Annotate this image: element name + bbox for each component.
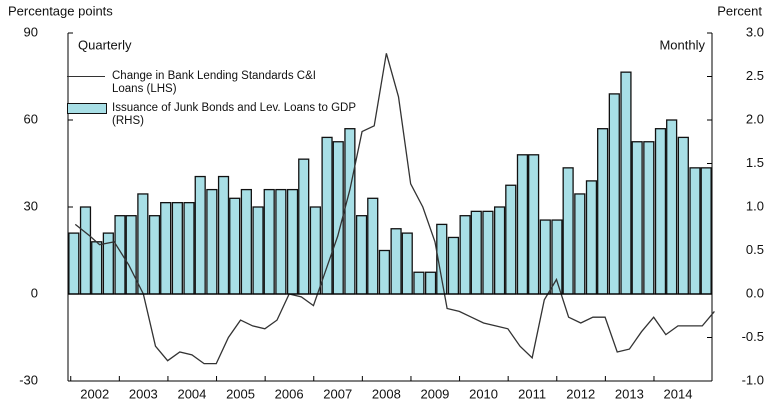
y2-tick-label: 2.0 — [746, 111, 764, 126]
bar — [183, 201, 195, 295]
bar — [91, 241, 103, 295]
x-tick-label: 2006 — [275, 386, 304, 401]
x-tick-label: 2009 — [420, 386, 449, 401]
bar — [79, 206, 92, 295]
legend-entry: Issuance of Junk Bonds and Lev. Loans to… — [67, 102, 362, 128]
y2-tick-label: 1.5 — [746, 155, 764, 170]
bar — [275, 188, 287, 295]
legend-label: Change in Bank Lending Standards C&I Loa… — [112, 70, 316, 95]
y2-axis-label: Percent — [717, 3, 762, 18]
bar — [252, 206, 264, 295]
bar — [447, 236, 460, 295]
y2-tick-label: 1.0 — [746, 198, 764, 213]
bar — [505, 184, 517, 295]
x-tick-label: 2004 — [177, 386, 206, 401]
x-tick-label: 2008 — [372, 386, 401, 401]
bar — [160, 201, 172, 295]
y-tick-label: 60 — [24, 111, 38, 126]
bar — [217, 175, 230, 295]
x-tick-label: 2011 — [518, 386, 546, 401]
annotation: Monthly — [659, 37, 705, 52]
bar — [539, 219, 551, 295]
bar — [344, 128, 356, 295]
y2-tick-label: 3.0 — [746, 24, 764, 39]
bar — [700, 167, 712, 295]
bar — [137, 193, 149, 295]
bar — [493, 206, 506, 295]
bar — [597, 128, 609, 295]
bar — [367, 197, 379, 295]
bar — [355, 215, 368, 295]
y2-tick-label: 0.0 — [746, 285, 764, 300]
bar — [585, 180, 598, 295]
bar — [309, 206, 322, 295]
legend-label: Issuance of Junk Bonds and Lev. Loans to… — [112, 102, 356, 127]
bar — [321, 136, 333, 295]
bar — [378, 249, 391, 295]
bar — [459, 215, 471, 295]
bar — [470, 210, 482, 295]
y2-tick-label: -1.0 — [742, 372, 764, 387]
bar — [125, 215, 137, 295]
bar — [286, 188, 299, 295]
bar — [401, 232, 413, 295]
bar — [689, 167, 701, 295]
bar — [240, 188, 252, 295]
bar — [562, 167, 574, 295]
bar — [528, 154, 540, 295]
bar — [114, 215, 126, 295]
bar — [298, 158, 310, 295]
x-tick-label: 2002 — [80, 386, 109, 401]
line — [74, 53, 715, 365]
bar — [206, 188, 218, 295]
x-tick-label: 2007 — [323, 386, 352, 401]
bar — [194, 175, 206, 295]
bar — [332, 141, 344, 295]
x-tick-label: 2003 — [129, 386, 158, 401]
y-tick-label: 30 — [24, 198, 38, 213]
bar — [654, 128, 667, 295]
y2-tick-label: -0.5 — [742, 329, 764, 344]
y-tick-label: 0 — [31, 285, 38, 300]
bar — [171, 201, 183, 295]
legend-entry: Change in Bank Lending Standards C&I Loa… — [67, 70, 337, 96]
bar — [68, 232, 80, 295]
bar — [229, 197, 241, 295]
bar — [482, 210, 494, 295]
x-tick-label: 2013 — [615, 386, 644, 401]
bar — [666, 119, 678, 295]
bar — [620, 71, 632, 295]
y2-tick-label: 0.5 — [746, 242, 764, 257]
bar — [424, 271, 437, 295]
bar — [413, 271, 425, 295]
y2-tick-label: 2.5 — [746, 68, 764, 83]
bar — [263, 188, 275, 295]
x-tick-label: 2005 — [226, 386, 255, 401]
bar — [677, 136, 689, 295]
y-tick-label: 90 — [24, 24, 38, 39]
bar — [390, 228, 402, 295]
bar — [643, 141, 655, 295]
x-tick-label: 2014 — [664, 386, 693, 401]
bar — [574, 193, 586, 295]
y-axis-label: Percentage points — [8, 3, 113, 18]
legend-swatch — [67, 103, 107, 114]
legend-swatch — [67, 76, 105, 77]
x-tick-label: 2010 — [469, 386, 498, 401]
y-tick-label: -30 — [19, 372, 38, 387]
annotation: Quarterly — [78, 37, 132, 52]
bar — [608, 93, 620, 295]
x-tick-label: 2012 — [566, 386, 595, 401]
bar — [148, 215, 161, 295]
bar — [631, 141, 643, 295]
bar — [516, 154, 529, 295]
